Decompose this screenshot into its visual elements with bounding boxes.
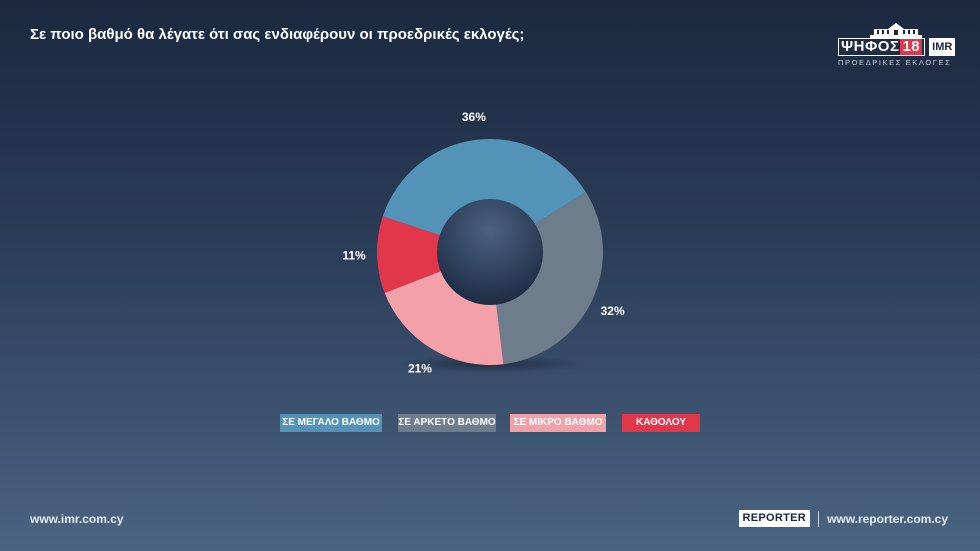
- slice-not-at-all: [377, 216, 490, 293]
- legend-item-small-extent: ΣΕ ΜΙΚΡΟ ΒΑΘΜΟ: [510, 414, 606, 432]
- imr-logo: IMR: [929, 38, 956, 56]
- label-not-at-all: 11%: [342, 248, 366, 262]
- chart-legend: ΣΕ ΜΕΓΑΛΟ ΒΑΘΜΟ ΣΕ ΑΡΚΕΤΟ ΒΑΘΜΟ ΣΕ ΜΙΚΡΟ…: [0, 414, 980, 434]
- legend-item-not-at-all: ΚΑΘΟΛΟΥ: [622, 414, 700, 432]
- label-great-extent: 36%: [462, 110, 486, 124]
- legend-item-fair-extent: ΣΕ ΑΡΚΕΤΟ ΒΑΘΜΟ: [398, 414, 496, 432]
- logo-subtitle: ΠΡΟΕΔΡΙΚΕΣ ΕΚΛΟΓΕΣ: [838, 58, 952, 67]
- reporter-footer: REPORTER www.reporter.com.cy: [738, 510, 948, 527]
- label-small-extent: 21%: [408, 362, 432, 376]
- imr-website: www.imr.com.cy: [30, 512, 124, 526]
- label-fair-extent: 32%: [601, 304, 625, 318]
- logo-brand: ΨΗΦΟΣ 18: [838, 38, 926, 56]
- chart-data-labels: 36% 32% 21% 11%: [342, 110, 625, 376]
- logo-brand-number: 18: [900, 38, 923, 55]
- reporter-website: www.reporter.com.cy: [827, 511, 948, 526]
- chart-title: Σε ποιο βαθμό θα λέγατε ότι σας ενδιαφέρ…: [30, 26, 525, 43]
- slice-great-extent: [382, 139, 586, 252]
- reporter-logo: REPORTER: [738, 510, 811, 527]
- donut-hole: [437, 199, 543, 305]
- legend-item-great-extent: ΣΕ ΜΕΓΑΛΟ ΒΑΘΜΟ: [280, 414, 382, 432]
- psifos18-logo: ΨΗΦΟΣ 18 IMR ΠΡΟΕΔΡΙΚΕΣ ΕΚΛΟΓΕΣ: [836, 22, 956, 68]
- logo-brand-text: ΨΗΦΟΣ: [841, 38, 900, 55]
- parliament-building-icon: [870, 23, 922, 38]
- footer-divider: [818, 510, 820, 527]
